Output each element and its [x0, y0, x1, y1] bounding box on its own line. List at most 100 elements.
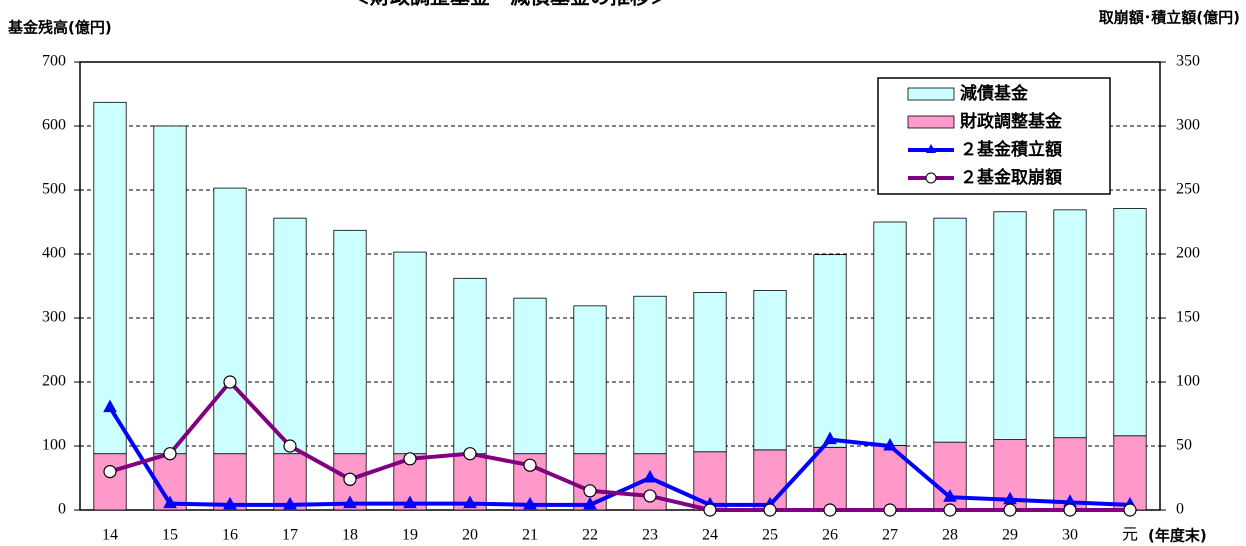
- bar: [153, 125, 187, 455]
- legend-swatch: [907, 87, 955, 101]
- marker: [283, 496, 297, 510]
- bar: [753, 290, 787, 451]
- marker: [703, 503, 717, 517]
- y-tick-label: 100: [42, 437, 66, 454]
- y2-tick-label: 250: [1176, 181, 1200, 198]
- x-tick-label: 26: [822, 527, 838, 544]
- marker: [763, 503, 777, 517]
- bar: [993, 211, 1027, 440]
- marker: [1003, 503, 1017, 517]
- legend-marker: [926, 144, 936, 153]
- marker: [343, 472, 357, 486]
- marker: [103, 465, 117, 479]
- marker: [163, 495, 177, 509]
- bar: [633, 295, 667, 455]
- line: [109, 378, 1130, 512]
- y2-tick-label: 50: [1176, 437, 1192, 454]
- marker: [883, 437, 897, 451]
- x-axis-label: (年度末): [1148, 527, 1207, 545]
- marker: [223, 375, 237, 389]
- x-tick-label: 24: [702, 527, 718, 544]
- bar: [1053, 209, 1087, 439]
- bar: [873, 221, 907, 446]
- y-axis-label: 基金残高(億円): [7, 19, 112, 37]
- bar: [573, 305, 607, 455]
- y-tick-label: 300: [42, 309, 66, 326]
- x-tick-label: 23: [642, 527, 658, 544]
- legend-label: 財政調整基金: [959, 111, 1063, 132]
- marker: [643, 489, 657, 503]
- legend-label: 減債基金: [960, 83, 1029, 104]
- bar: [453, 277, 487, 455]
- y2-tick-label: 0: [1176, 501, 1184, 518]
- marker: [883, 503, 897, 517]
- x-tick-label: 元: [1122, 527, 1138, 544]
- y2-tick-label: 100: [1176, 373, 1200, 390]
- marker: [163, 447, 177, 461]
- marker: [943, 503, 957, 517]
- bar: [93, 453, 127, 511]
- x-tick-label: 30: [1062, 527, 1078, 544]
- legend-swatch: [907, 115, 955, 129]
- y2-tick-label: 300: [1176, 117, 1200, 134]
- marker: [283, 439, 297, 453]
- bar: [393, 251, 427, 455]
- bar: [813, 446, 847, 511]
- bar: [513, 297, 547, 455]
- marker: [643, 469, 657, 483]
- marker: [403, 452, 417, 466]
- marker: [583, 496, 597, 510]
- chart-title: ＜財政調整基金・減債基金の推移＞: [350, 0, 670, 9]
- marker: [1063, 503, 1077, 517]
- bar: [273, 217, 307, 455]
- bar: [213, 187, 247, 455]
- marker: [403, 495, 417, 509]
- y-tick-label: 200: [42, 373, 66, 390]
- y2-tick-label: 200: [1176, 245, 1200, 262]
- bar: [933, 217, 967, 443]
- x-tick-label: 14: [102, 527, 118, 544]
- y-tick-label: 600: [42, 117, 66, 134]
- y-tick-label: 700: [42, 53, 66, 70]
- x-tick-label: 22: [582, 527, 598, 544]
- marker: [463, 495, 477, 509]
- plot-frame: [79, 61, 1161, 511]
- x-tick-label: 18: [342, 527, 358, 544]
- bar: [93, 101, 127, 455]
- y-tick-label: 0: [58, 501, 66, 518]
- bar: [333, 229, 367, 455]
- x-tick-label: 21: [522, 527, 538, 544]
- x-tick-label: 27: [882, 527, 898, 544]
- x-tick-label: 20: [462, 527, 478, 544]
- marker: [103, 399, 117, 413]
- bar: [813, 254, 847, 448]
- y2-tick-label: 150: [1176, 309, 1200, 326]
- marker: [343, 495, 357, 509]
- bar: [1113, 208, 1147, 437]
- marker: [523, 496, 537, 510]
- x-tick-label: 25: [762, 527, 778, 544]
- marker: [583, 484, 597, 498]
- marker: [823, 503, 837, 517]
- marker: [463, 447, 477, 461]
- x-tick-label: 17: [282, 527, 298, 544]
- y2-axis-label: 取崩額･積立額(億円): [1099, 9, 1240, 27]
- marker: [823, 431, 837, 445]
- legend-label: ２基金取崩額: [960, 167, 1062, 188]
- marker: [1123, 503, 1137, 517]
- legend-label: ２基金積立額: [960, 139, 1062, 160]
- x-tick-label: 15: [162, 527, 178, 544]
- y-tick-label: 500: [42, 181, 66, 198]
- y-tick-label: 400: [42, 245, 66, 262]
- marker: [943, 489, 957, 502]
- x-tick-label: 29: [1002, 527, 1018, 544]
- bar: [693, 291, 727, 453]
- y2-tick-label: 350: [1176, 53, 1200, 70]
- x-tick-label: 19: [402, 527, 418, 544]
- x-tick-label: 28: [942, 527, 958, 544]
- marker: [223, 496, 237, 510]
- marker: [523, 458, 537, 472]
- x-tick-label: 16: [222, 527, 238, 544]
- legend-marker: [925, 172, 937, 184]
